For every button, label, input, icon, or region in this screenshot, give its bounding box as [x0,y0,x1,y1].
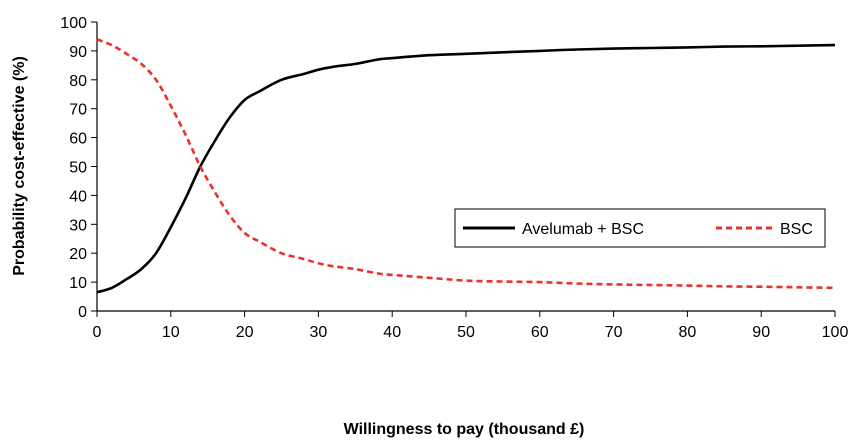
x-tick-label: 0 [93,324,102,341]
y-tick-label: 30 [69,217,87,234]
x-tick-label: 60 [531,324,549,341]
y-tick-label: 40 [69,188,87,205]
legend-box [454,208,826,248]
x-tick-label: 20 [236,324,254,341]
y-tick-label: 0 [78,304,87,321]
y-tick-label: 100 [60,15,87,32]
legend-label-bsc: BSC [780,221,813,238]
y-tick-label: 20 [69,246,87,263]
x-tick-label: 90 [752,324,770,341]
x-tick-label: 100 [822,324,849,341]
series-line-avelumab-bsc [96,43,836,294]
series-line-bsc [96,38,836,290]
y-axis-title: Probability cost-effective (%) [11,56,28,276]
legend: Avelumab + BSC BSC [454,208,826,248]
x-tick-label: 10 [162,324,180,341]
axes [96,22,835,312]
y-tick-label: 70 [69,102,87,119]
x-axis-title: Willingness to pay (thousand £) [344,421,585,438]
y-tick-label: 10 [69,275,87,292]
y-tick-label: 80 [69,73,87,90]
y-tick-label: 60 [69,131,87,148]
tick-marks: 0 10 20 30 40 50 60 70 80 90 100 0 10 20 30 40 50 60 70 80 9… [60,15,848,341]
x-tick-label: 70 [605,324,623,341]
x-tick-label: 30 [310,324,328,341]
y-tick-label: 50 [69,160,87,177]
legend-label-avelumab-bsc: Avelumab + BSC [522,221,644,238]
x-tick-label: 80 [679,324,697,341]
series-layer [96,38,836,294]
x-tick-label: 50 [457,324,475,341]
x-tick-label: 40 [383,324,401,341]
y-tick-label: 90 [69,44,87,61]
